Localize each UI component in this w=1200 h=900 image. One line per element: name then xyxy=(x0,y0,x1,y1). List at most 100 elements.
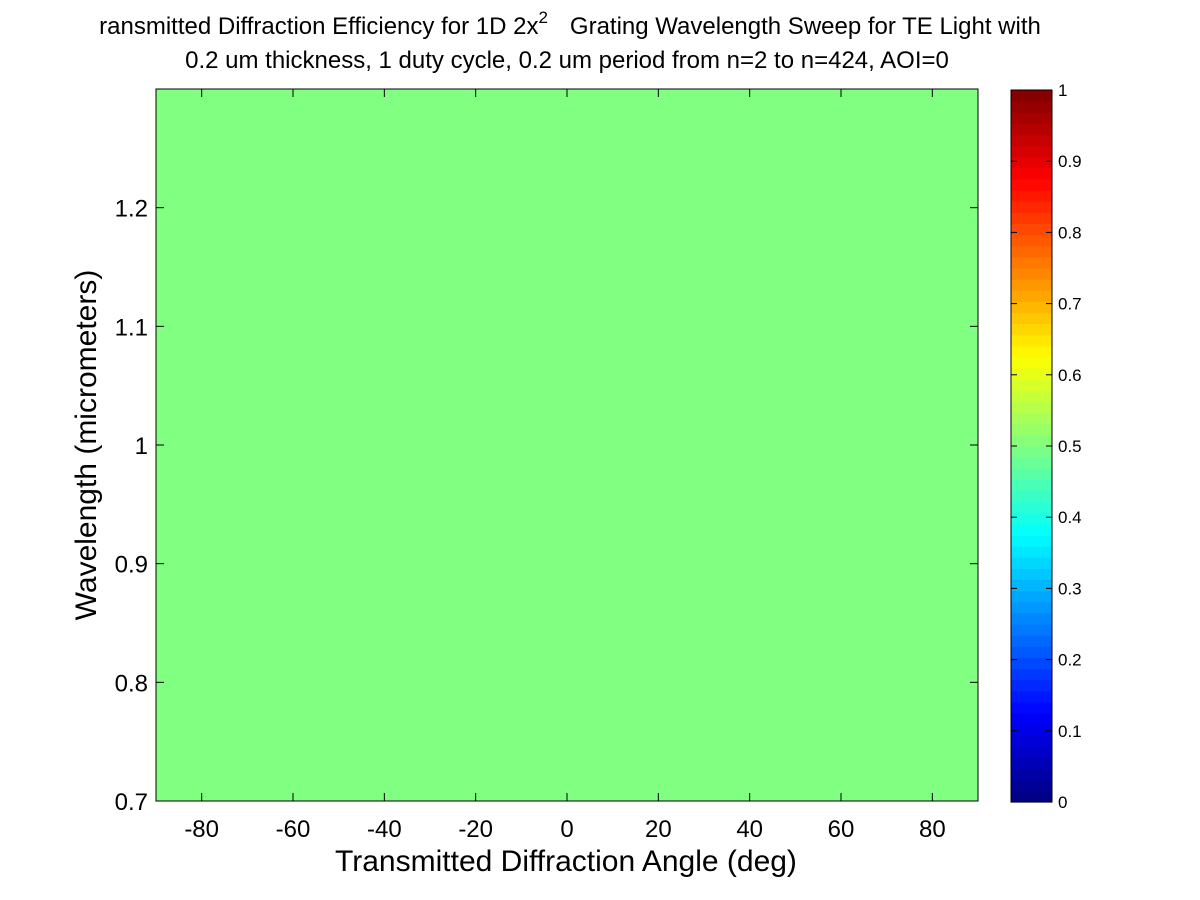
x-tick-label: -80 xyxy=(184,816,219,843)
colorbar-band xyxy=(1011,434,1052,447)
colorbar-band xyxy=(1011,557,1052,569)
colorbar-band xyxy=(1011,746,1052,759)
colorbar-band xyxy=(1011,234,1052,247)
colorbar-tick-label: 0.7 xyxy=(1058,295,1082,314)
colorbar-band xyxy=(1011,679,1052,692)
chart-title-superscript: 2 xyxy=(538,8,547,27)
colorbar-tick-label: 0.1 xyxy=(1058,722,1082,741)
y-tick-label: 0.9 xyxy=(115,552,148,579)
colorbar-band xyxy=(1011,724,1052,736)
y-axis-label: Wavelength (micrometers) xyxy=(70,270,103,621)
x-tick-label: -20 xyxy=(458,816,493,843)
colorbar-band xyxy=(1011,657,1052,670)
colorbar-band xyxy=(1011,167,1052,180)
colorbar-band xyxy=(1011,390,1052,403)
colorbar-band xyxy=(1011,379,1052,391)
colorbar-tick-label: 0.2 xyxy=(1058,651,1082,670)
colorbar-band xyxy=(1011,624,1052,636)
heatmap-cells xyxy=(156,89,978,801)
colorbar-band xyxy=(1011,546,1052,558)
colorbar-band xyxy=(1011,190,1052,202)
colorbar-band xyxy=(1011,179,1052,191)
colorbar-band xyxy=(1011,668,1052,681)
colorbar-band xyxy=(1011,590,1052,603)
colorbar-band xyxy=(1011,646,1052,658)
colorbar-tick-label: 0.4 xyxy=(1058,508,1082,527)
colorbar-band xyxy=(1011,468,1052,480)
colorbar-band xyxy=(1011,323,1052,336)
chart-title-line1: ransmitted Diffraction Efficiency for 1D… xyxy=(99,8,1041,40)
colorbar-band xyxy=(1011,768,1052,781)
colorbar-band xyxy=(1011,790,1052,803)
x-tick-label: -40 xyxy=(367,816,402,843)
colorbar-band xyxy=(1011,223,1052,236)
colorbar-tick-label: 0 xyxy=(1058,793,1067,812)
colorbar-band xyxy=(1011,423,1052,436)
colorbar-band xyxy=(1011,256,1052,269)
colorbar-band xyxy=(1011,345,1052,358)
colorbar-tick-label: 0.5 xyxy=(1058,437,1082,456)
colorbar-tick-label: 1 xyxy=(1058,81,1067,100)
colorbar-band xyxy=(1011,334,1052,347)
y-tick-label: 0.7 xyxy=(115,789,148,816)
colorbar-band xyxy=(1011,201,1052,213)
chart-title-line1-prefix: ransmitted Diffraction Efficiency for 1D… xyxy=(99,13,538,40)
colorbar-tick-label: 0.3 xyxy=(1058,579,1082,598)
x-tick-label: 40 xyxy=(736,816,763,843)
colorbar-band xyxy=(1011,401,1052,414)
colorbar-band xyxy=(1011,145,1052,158)
colorbar-band xyxy=(1011,368,1052,380)
colorbar-band xyxy=(1011,490,1052,503)
y-tick-label: 1.2 xyxy=(115,196,148,223)
colorbar-band xyxy=(1011,701,1052,714)
colorbar-band xyxy=(1011,735,1052,747)
x-tick-label: 20 xyxy=(645,816,672,843)
x-tick-label: 60 xyxy=(828,816,855,843)
colorbar-band xyxy=(1011,779,1052,792)
colorbar-band xyxy=(1011,301,1052,314)
colorbar-band xyxy=(1011,123,1052,136)
colorbar-band xyxy=(1011,601,1052,614)
y-tick-label: 0.8 xyxy=(115,670,148,697)
colorbar: 0 0.1 0.2 0.3 0.4 0.5 0.6 0.7 0.8 0.9 1 xyxy=(1010,81,1082,812)
colorbar-band xyxy=(1011,357,1052,369)
colorbar-tick-label: 0.8 xyxy=(1058,223,1082,242)
colorbar-band xyxy=(1011,457,1052,469)
colorbar-band xyxy=(1011,713,1052,725)
colorbar-band xyxy=(1011,134,1052,147)
colorbar-band xyxy=(1011,535,1052,547)
x-tick-label: 80 xyxy=(919,816,946,843)
plot-area: -80 -60 -40 -20 0 20 40 60 80 0.7 0.8 0.9 1 1.1 1.2 xyxy=(115,88,979,843)
colorbar-band xyxy=(1011,412,1052,425)
colorbar-band xyxy=(1011,579,1052,592)
colorbar-band xyxy=(1011,156,1052,169)
colorbar-band xyxy=(1011,523,1052,536)
colorbar-band xyxy=(1011,268,1052,280)
colorbar-band xyxy=(1011,635,1052,647)
colorbar-band xyxy=(1011,101,1052,113)
colorbar-band xyxy=(1011,290,1052,302)
colorbar-band xyxy=(1011,501,1052,514)
chart-title-line2: 0.2 um thickness, 1 duty cycle, 0.2 um p… xyxy=(185,47,949,74)
colorbar-band xyxy=(1011,690,1052,703)
colorbar-band xyxy=(1011,90,1052,102)
colorbar-tick-label: 0.9 xyxy=(1058,152,1082,171)
x-tick-label: 0 xyxy=(560,816,573,843)
colorbar-band xyxy=(1011,112,1052,124)
x-axis-label: Transmitted Diffraction Angle (deg) xyxy=(335,845,797,878)
colorbar-band xyxy=(1011,446,1052,458)
colorbar-band xyxy=(1011,568,1052,581)
colorbar-band xyxy=(1011,212,1052,225)
colorbar-band xyxy=(1011,312,1052,325)
colorbar-band xyxy=(1011,757,1052,770)
x-tick-label: -60 xyxy=(276,816,311,843)
colorbar-band xyxy=(1011,612,1052,625)
colorbar-band xyxy=(1011,479,1052,492)
colorbar-band xyxy=(1011,512,1052,525)
colorbar-band xyxy=(1011,245,1052,258)
y-tick-label: 1.1 xyxy=(115,314,148,341)
colorbar-band xyxy=(1011,279,1052,291)
y-tick-label: 1 xyxy=(135,433,148,460)
chart-title-line1-suffix: Grating Wavelength Sweep for TE Light wi… xyxy=(570,13,1041,40)
